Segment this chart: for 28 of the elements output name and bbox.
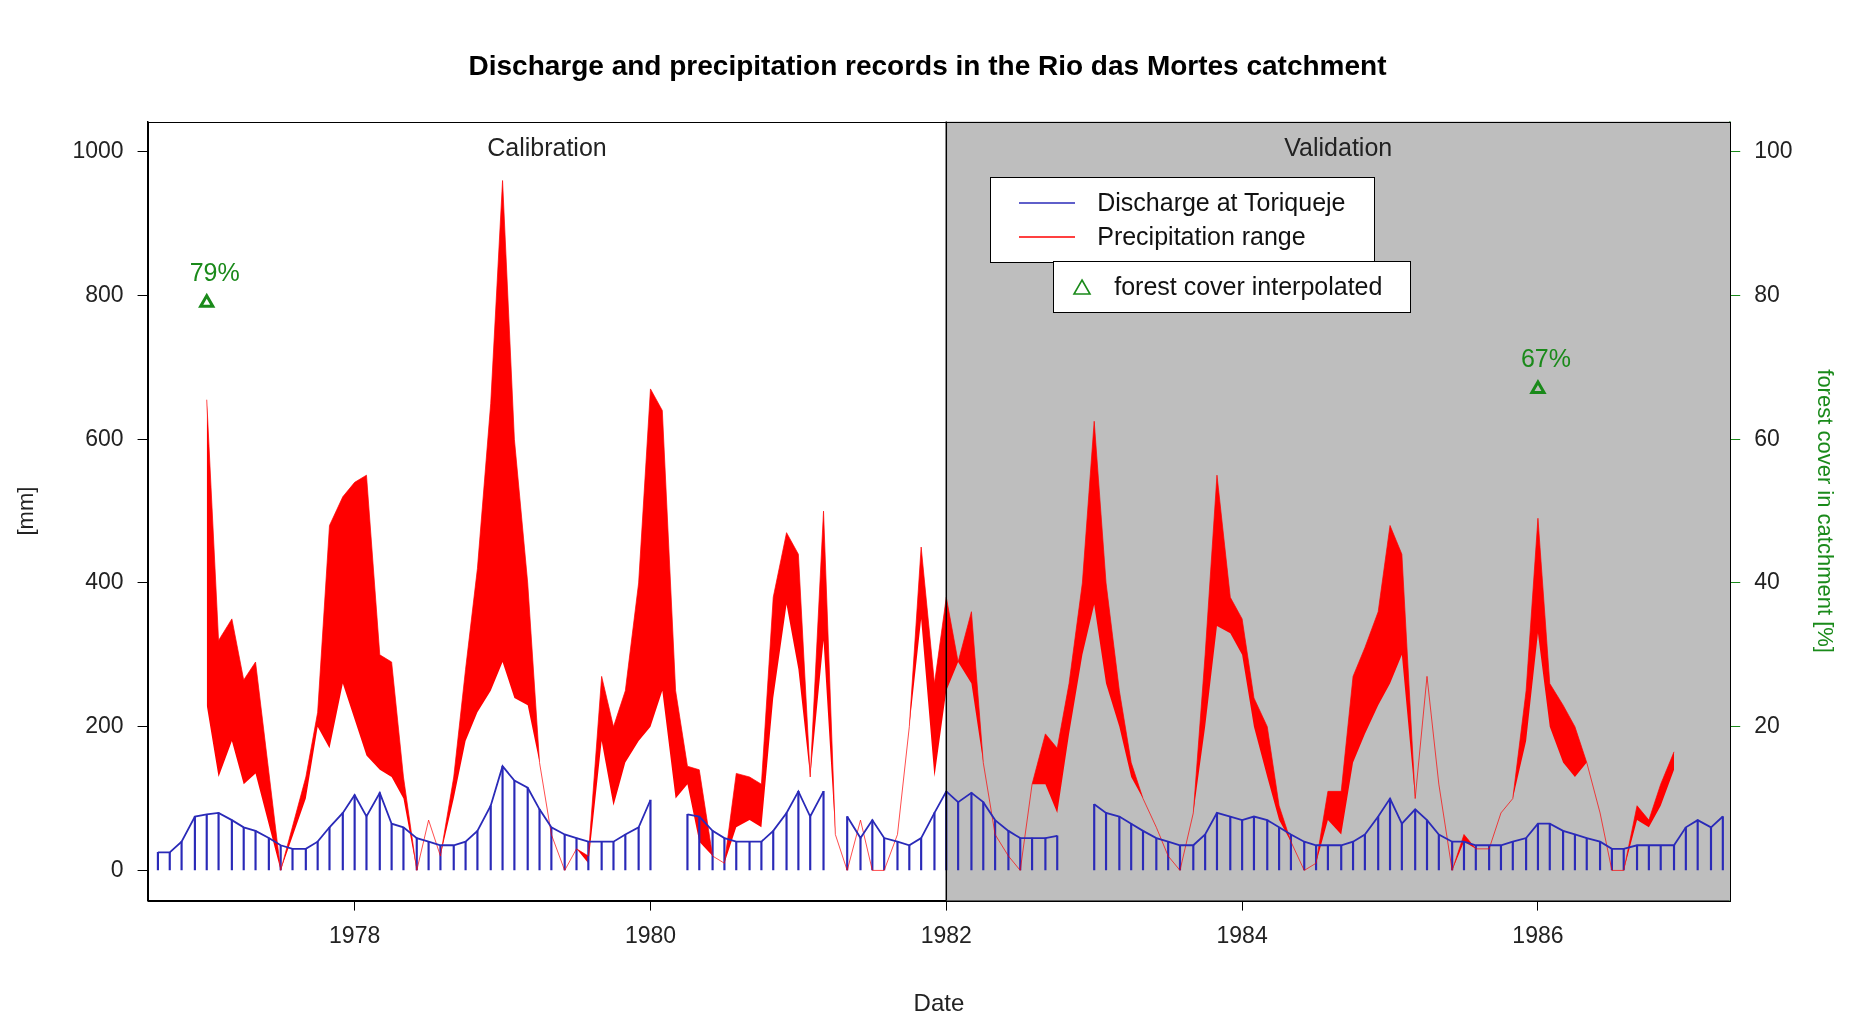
x-tick-label: 1978: [329, 921, 381, 948]
legend-box: forest cover interpolated: [1053, 260, 1412, 313]
x-tick-label: 1982: [920, 921, 972, 948]
y2-tick-label: 60: [1754, 424, 1780, 451]
y-tick-label: 600: [85, 424, 124, 451]
x-tick-label: 1986: [1512, 921, 1564, 948]
legend-label: forest cover interpolated: [1114, 272, 1383, 302]
y-tick-label: 0: [110, 855, 124, 882]
legend-label: Precipitation range: [1097, 222, 1306, 252]
y-tick-label: 1000: [72, 137, 124, 164]
chart-title: Discharge and precipitation records in the Rio das Mortes catchment: [468, 49, 1387, 81]
legend-label: Discharge at Toriqueje: [1097, 188, 1346, 218]
y-axis-title: [mm]: [13, 486, 39, 536]
annotation: Validation: [1284, 133, 1393, 162]
y-tick-label: 400: [85, 568, 124, 595]
x-tick-label: 1984: [1216, 921, 1268, 948]
y2-tick-label: 80: [1754, 280, 1780, 307]
data-label: 79%: [189, 258, 240, 287]
y2-tick-label: 20: [1754, 712, 1780, 739]
x-tick-label: 1980: [624, 921, 677, 948]
y2-tick-label: 40: [1754, 568, 1780, 595]
y2-axis-title: forest cover in catchment [%]: [1812, 369, 1838, 653]
y-tick-label: 800: [85, 280, 124, 307]
x-axis-title: Date: [913, 989, 965, 1017]
data-label: 67%: [1520, 344, 1571, 373]
annotation: Calibration: [487, 133, 607, 162]
y2-tick-label: 100: [1754, 137, 1793, 164]
y-tick-label: 200: [85, 712, 124, 739]
